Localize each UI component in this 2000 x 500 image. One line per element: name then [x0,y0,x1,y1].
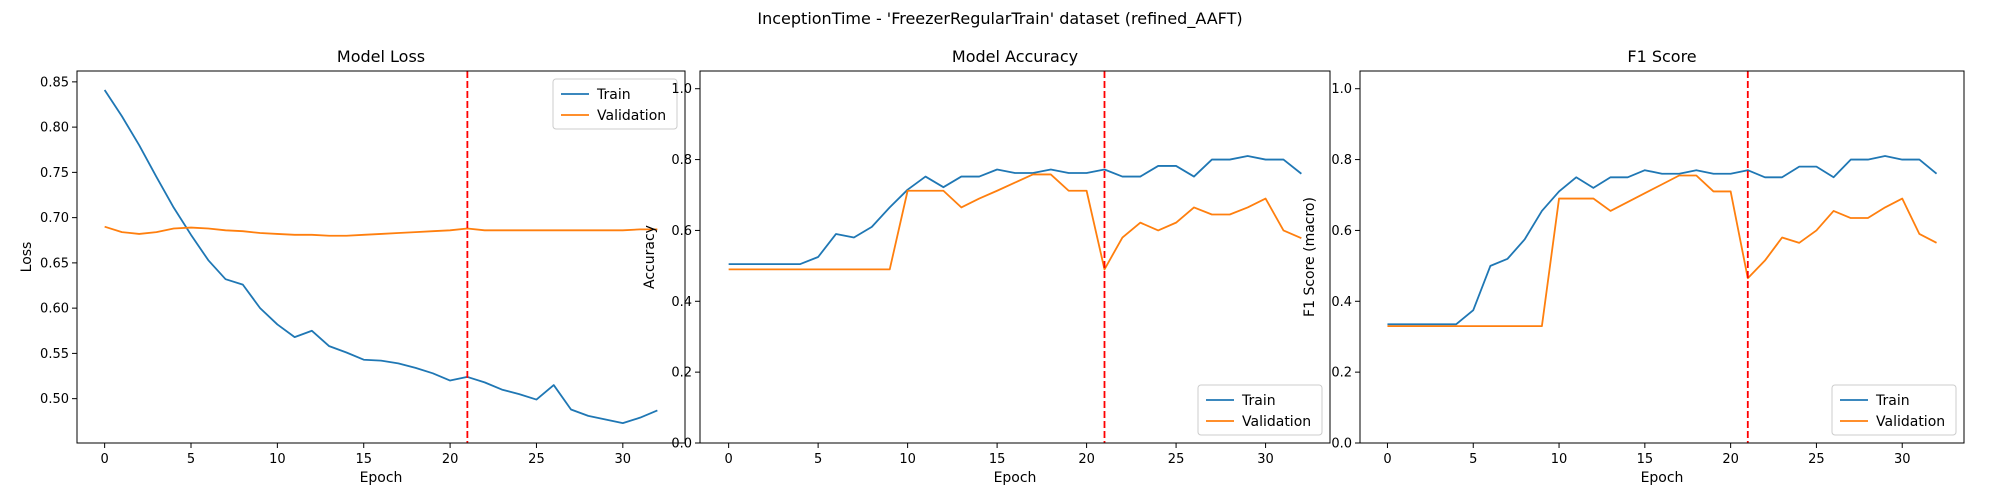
x-tick-label: 0 [1383,452,1391,467]
legend-box [552,78,678,130]
y-tick-label: 0.8 [671,153,692,168]
y-tick-label: 0.0 [1331,437,1352,452]
legend-label-train: Train [1241,393,1276,409]
series-line-validation [1387,174,1937,327]
y-tick-label: 0.2 [1331,366,1352,381]
series-line-train [1387,155,1938,326]
y-tick-label: 0.55 [40,347,69,362]
plot-frame [76,70,686,444]
x-axis-label: Epoch [1641,470,1684,486]
series-line-train [728,155,1302,265]
legend-label-validation: Validation [1242,414,1311,430]
y-tick-label: 0.70 [40,211,69,226]
plot-frame [1359,70,1965,444]
y-tick-label: 0.2 [671,366,692,381]
chart-3: F1 Score 0 5 10 15 20 25 30 0.0 0.2 0.4 0.6 0.8 1.0 Ep… [1302,47,1965,486]
y-tick-label: 0.65 [40,256,69,271]
x-tick-label: 25 [528,452,545,467]
y-axis-label: F1 Score (macro) [1302,197,1318,317]
y-tick-label: 1.0 [671,82,692,97]
y-tick-label: 0.6 [671,224,692,239]
legend-label-validation: Validation [1876,414,1945,430]
chart-title: F1 Score [1627,47,1696,66]
x-tick-label: 15 [989,452,1006,467]
y-tick-label: 0.8 [1331,153,1352,168]
x-tick-label: 20 [1078,452,1095,467]
legend: Train Validation [1197,384,1323,436]
x-tick-label: 5 [187,452,195,467]
y-tick-label: 0.85 [40,75,69,90]
x-axis-label: Epoch [360,470,403,486]
x-tick-label: 30 [1257,452,1274,467]
x-tick-label: 0 [724,452,732,467]
y-tick-label: 0.0 [671,437,692,452]
series-line-train [103,89,658,424]
x-tick-label: 10 [1551,452,1568,467]
x-tick-label: 10 [269,452,286,467]
x-axis-label: Epoch [994,470,1037,486]
y-tick-label: 0.50 [40,392,69,407]
x-tick-label: 15 [355,452,372,467]
x-tick-label: 5 [1469,452,1477,467]
legend-label-train: Train [1875,393,1910,409]
y-tick-label: 0.60 [40,302,69,317]
plot-frame [699,70,1331,444]
legend: Train Validation [552,78,678,130]
y-tick-label: 1.0 [1331,82,1352,97]
x-tick-label: 15 [1637,452,1654,467]
chart-1: Model Loss 0 5 10 15 20 25 30 0.50 0.55 0.60 0.65 0.… [19,47,686,486]
y-tick-label: 0.6 [1331,224,1352,239]
y-axis-label: Loss [19,242,35,273]
x-tick-label: 30 [615,452,632,467]
chart-title: Model Accuracy [952,47,1078,66]
chart-title: Model Loss [337,47,425,66]
x-tick-label: 10 [899,452,916,467]
x-tick-label: 20 [1722,452,1739,467]
series-line-validation [104,225,658,237]
x-tick-label: 25 [1168,452,1185,467]
y-tick-label: 0.4 [1331,295,1352,310]
y-axis-label: Accuracy [642,225,658,289]
legend-box [1831,384,1957,436]
y-tick-label: 0.75 [40,166,69,181]
legend-label-train: Train [596,87,631,103]
x-tick-label: 20 [442,452,459,467]
x-tick-label: 25 [1808,452,1825,467]
legend: Train Validation [1831,384,1957,436]
x-tick-label: 30 [1894,452,1911,467]
y-tick-label: 0.80 [40,121,69,136]
legend-box [1197,384,1323,436]
legend-label-validation: Validation [597,108,666,124]
figure-title: InceptionTime - 'FreezerRegularTrain' da… [757,9,1242,29]
series-line-validation [728,173,1302,271]
x-tick-label: 0 [100,452,108,467]
x-tick-label: 5 [814,452,822,467]
chart-2: Model Accuracy 0 5 10 15 20 25 30 0.0 0.2 0.4 0.6 0.… [642,47,1331,486]
y-tick-label: 0.4 [671,295,692,310]
